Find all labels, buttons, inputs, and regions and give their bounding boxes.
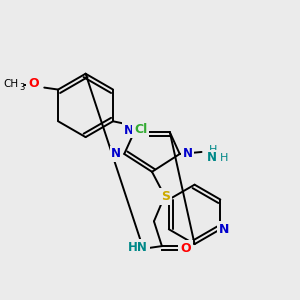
Text: Cl: Cl [134, 123, 147, 136]
Text: N: N [183, 148, 193, 160]
Text: 3: 3 [20, 83, 25, 92]
Text: H: H [209, 145, 218, 155]
Text: N: N [219, 223, 230, 236]
Text: O: O [28, 77, 39, 90]
Text: N: N [206, 152, 216, 164]
Text: HN: HN [128, 241, 148, 254]
Text: CH: CH [3, 79, 18, 88]
Text: N: N [111, 148, 121, 160]
Text: S: S [161, 190, 170, 203]
Text: O: O [180, 242, 191, 255]
Text: H: H [220, 153, 229, 163]
Text: N: N [124, 124, 134, 137]
